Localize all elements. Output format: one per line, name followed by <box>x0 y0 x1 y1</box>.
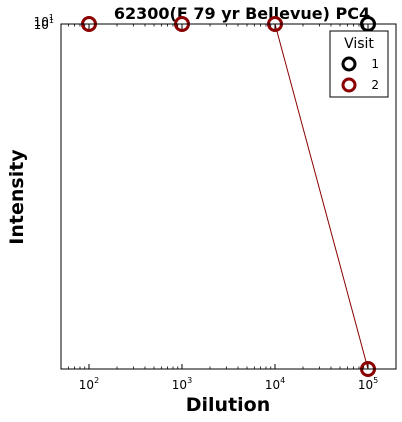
legend-marker <box>341 77 357 93</box>
y-tick-label: 101 <box>34 13 54 29</box>
x-tick-label-exponent: 4 <box>280 376 285 385</box>
x-axis-label: Dilution <box>186 394 271 416</box>
plot-frame <box>60 23 397 370</box>
x-tick-label-exponent: 5 <box>373 376 378 385</box>
legend-title: Visit <box>344 36 374 52</box>
y-tick-label-exponent: 1 <box>49 16 54 25</box>
y-tick-label-base: 10 <box>34 15 49 29</box>
legend-entry-label: 1 <box>371 57 379 71</box>
legend-entry-label: 2 <box>371 78 379 92</box>
x-tick-label-base: 10 <box>79 378 94 392</box>
x-tick-label-exponent: 3 <box>187 376 192 385</box>
x-tick-label-base: 10 <box>172 378 187 392</box>
legend-box <box>329 30 389 98</box>
x-tick-label: 104 <box>265 376 285 392</box>
x-tick-label: 103 <box>172 376 192 392</box>
y-tick-label-exponent: 1 <box>49 13 54 22</box>
x-tick-label: 105 <box>358 376 378 392</box>
x-tick-label-base: 10 <box>358 378 373 392</box>
x-tick-label-exponent: 2 <box>94 376 99 385</box>
legend: Visit 1 2 <box>329 30 389 98</box>
y-tick-label-base: 10 <box>34 18 49 32</box>
y-axis-label: Intensity <box>6 149 28 245</box>
series-line <box>88 23 369 370</box>
y-tick-label: 101 <box>34 16 54 32</box>
x-tick-label: 102 <box>79 376 99 392</box>
x-tick-label-base: 10 <box>265 378 280 392</box>
chart-title: 62300(F 79 yr Bellevue) PC4 <box>114 4 370 23</box>
legend-marker <box>341 56 357 72</box>
